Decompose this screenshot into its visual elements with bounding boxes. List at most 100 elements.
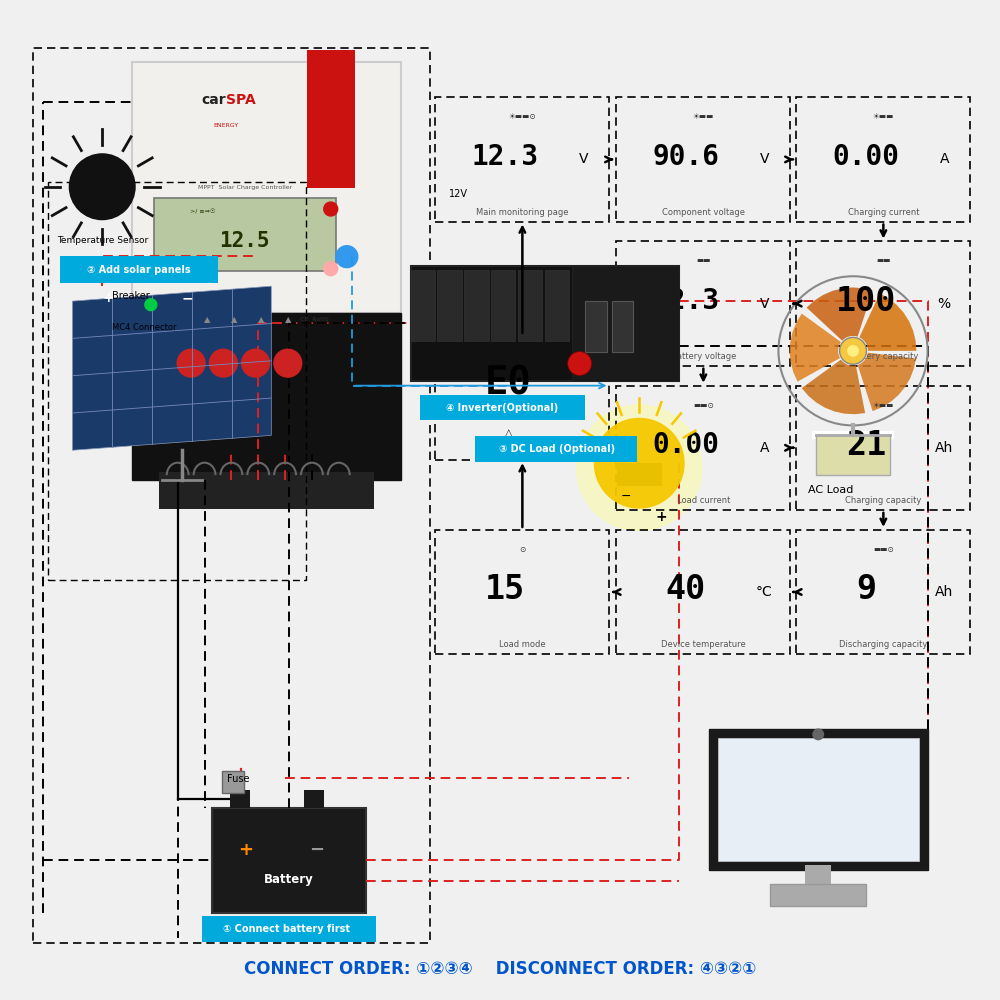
Circle shape <box>324 83 338 97</box>
Text: ▲: ▲ <box>204 315 210 324</box>
Bar <box>796 386 970 510</box>
Bar <box>230 790 250 808</box>
Bar <box>652 270 677 341</box>
Text: V: V <box>760 152 769 166</box>
Text: ▲: ▲ <box>285 315 291 324</box>
Text: 12.5: 12.5 <box>220 231 270 251</box>
Text: ENERGY: ENERGY <box>213 123 239 128</box>
Bar <box>770 884 866 906</box>
Bar <box>796 241 970 366</box>
Text: ▬▬: ▬▬ <box>696 256 711 265</box>
Circle shape <box>324 142 338 156</box>
Text: Ah: Ah <box>935 585 953 599</box>
Text: 12V: 12V <box>449 189 468 199</box>
Bar <box>437 270 462 341</box>
Text: Battery: Battery <box>264 873 314 886</box>
Text: Charging current: Charging current <box>848 208 919 217</box>
Text: 100: 100 <box>836 285 896 318</box>
Bar <box>616 97 790 222</box>
Text: ▲: ▲ <box>231 315 237 324</box>
Bar <box>304 790 324 808</box>
Text: CONNECT ORDER: ①②③④    DISCONNECT ORDER: ④③②①: CONNECT ORDER: ①②③④ DISCONNECT ORDER: ④③… <box>244 960 756 978</box>
Polygon shape <box>802 360 865 414</box>
Bar <box>518 270 542 341</box>
Text: +: + <box>238 841 253 859</box>
Text: °C: °C <box>756 585 773 599</box>
Text: MPPT  Solar Charge Controller: MPPT Solar Charge Controller <box>198 185 292 190</box>
Bar <box>159 472 374 509</box>
Text: 0.00: 0.00 <box>652 431 719 459</box>
Polygon shape <box>72 286 271 450</box>
Bar <box>796 97 970 222</box>
Bar <box>718 738 919 861</box>
Text: Temperature Sensor: Temperature Sensor <box>57 236 149 245</box>
Text: Load mode: Load mode <box>499 640 546 649</box>
Circle shape <box>274 349 302 377</box>
Bar <box>475 436 637 462</box>
Bar <box>572 270 596 341</box>
Bar <box>805 865 831 887</box>
Bar <box>816 435 890 475</box>
Text: ☀▬▬⊙: ☀▬▬⊙ <box>509 112 536 121</box>
Circle shape <box>577 405 702 530</box>
Text: △: △ <box>505 428 512 438</box>
Text: ☀▬▬: ☀▬▬ <box>873 401 894 410</box>
Text: A: A <box>760 441 769 455</box>
Text: 12.3: 12.3 <box>652 287 719 315</box>
Text: Battery voltage: Battery voltage <box>671 352 736 361</box>
Text: 15: 15 <box>485 573 525 606</box>
Bar <box>616 530 790 654</box>
Text: 90.6: 90.6 <box>652 143 719 171</box>
Text: Ah: Ah <box>935 441 953 455</box>
Bar <box>307 50 355 188</box>
Text: ▬▬⊙: ▬▬⊙ <box>693 401 714 410</box>
Text: ☀▬▬: ☀▬▬ <box>873 112 894 121</box>
Text: ▬▬: ▬▬ <box>876 256 891 265</box>
Circle shape <box>840 337 866 364</box>
Circle shape <box>324 202 338 216</box>
Text: Fuse: Fuse <box>227 774 250 784</box>
Circle shape <box>568 352 592 375</box>
Bar <box>411 270 435 341</box>
Circle shape <box>812 728 824 740</box>
Text: Main monitoring page: Main monitoring page <box>476 208 569 217</box>
Text: Battery capacity: Battery capacity <box>849 352 918 361</box>
Bar <box>617 463 662 486</box>
Text: +: + <box>102 291 114 305</box>
Bar <box>154 198 336 271</box>
Circle shape <box>336 246 358 268</box>
Bar <box>435 530 609 654</box>
Text: E0: E0 <box>485 364 532 402</box>
Text: −: − <box>182 291 193 305</box>
Bar <box>616 241 790 366</box>
Circle shape <box>209 349 237 377</box>
Bar <box>616 386 790 510</box>
Text: %: % <box>938 297 951 311</box>
Circle shape <box>69 154 135 220</box>
Bar <box>435 336 609 460</box>
Text: ② Add solar panels: ② Add solar panels <box>87 265 191 275</box>
Text: ① Connect battery first: ① Connect battery first <box>223 924 350 934</box>
Text: ③ DC Load (Optional): ③ DC Load (Optional) <box>499 444 615 454</box>
Bar <box>33 48 430 943</box>
Bar <box>202 916 376 942</box>
Text: Abnormality code: Abnormality code <box>485 446 560 455</box>
Text: PV Panel: PV Panel <box>82 266 127 276</box>
Bar <box>60 256 218 283</box>
Circle shape <box>324 262 338 276</box>
Text: Breaker: Breaker <box>112 291 150 301</box>
Text: SPA: SPA <box>226 93 256 107</box>
Bar <box>796 530 970 654</box>
Polygon shape <box>858 353 916 411</box>
Text: ④ Inverter(Optional): ④ Inverter(Optional) <box>446 403 559 413</box>
Bar <box>612 301 633 352</box>
Text: V: V <box>579 152 588 166</box>
Bar <box>435 97 609 222</box>
Bar <box>491 270 515 341</box>
Bar <box>709 729 928 870</box>
Bar <box>572 266 679 381</box>
Bar <box>464 270 489 341</box>
Text: V: V <box>760 297 769 311</box>
Text: MC4 Connector: MC4 Connector <box>112 323 177 332</box>
Bar <box>598 270 623 341</box>
